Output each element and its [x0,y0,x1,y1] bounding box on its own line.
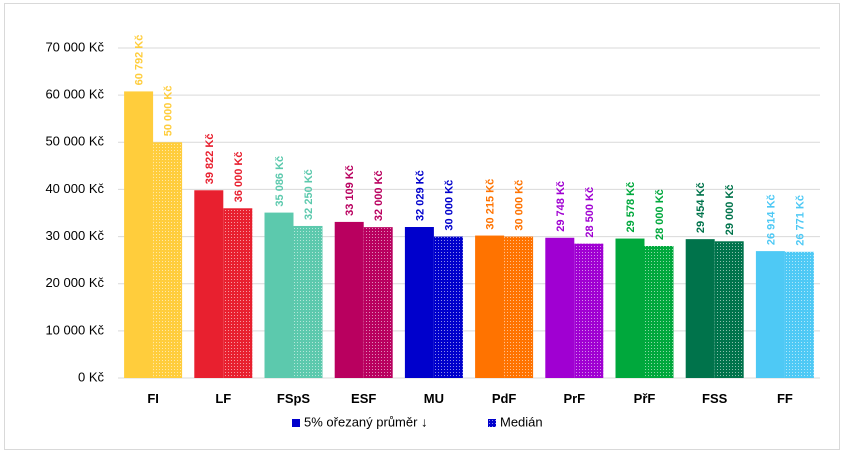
bar-trimmed-mean [404,227,434,378]
bar-trimmed-mean [194,190,224,378]
x-tick-label: FI [147,391,159,406]
data-label-median: 36 000 Kč [233,152,245,203]
bar-median-pattern [644,246,674,378]
y-tick-label: 70 000 Kč [45,39,104,54]
x-tick-label: PrF [563,391,585,406]
data-label-median: 50 000 Kč [163,86,175,137]
data-label-trimmed-mean: 29 748 Kč [555,181,567,232]
data-label-median: 29 000 Kč [724,185,736,236]
legend-swatch-median-pattern [488,419,496,427]
data-label-median: 26 771 Kč [794,195,806,246]
bar-median-pattern [293,225,323,378]
bar-median-pattern [223,208,253,378]
data-label-trimmed-mean: 39 822 Kč [204,134,216,185]
x-tick-label: LF [215,391,231,406]
data-label-median: 32 250 Kč [303,169,315,220]
bar-trimmed-mean [615,238,645,378]
x-axis: FI LF FSpS ESF MU PdF PrF PřF FSS FF [147,391,793,406]
y-tick-label: 50 000 Kč [45,134,104,149]
data-label-trimmed-mean: 26 914 Kč [765,194,777,245]
y-tick-label: 40 000 Kč [45,181,104,196]
x-tick-label: PřF [634,391,656,406]
bar-median-pattern [504,236,534,378]
bar-median-pattern [574,243,604,378]
y-tick-label: 30 000 Kč [45,228,104,243]
legend: 5% ořezaný průměr ↓ Medián [292,414,543,429]
data-label-median: 28 500 Kč [584,187,596,238]
data-labels: 60 792 Kč 50 000 Kč 39 822 Kč 36 000 Kč 35 0… [134,35,807,246]
legend-swatch-trimmed-mean [292,419,300,427]
legend-label-trimmed-mean: 5% ořezaný průměr ↓ [304,414,428,429]
data-label-median: 30 000 Kč [514,180,526,231]
y-tick-label: 10 000 Kč [45,322,104,337]
data-label-trimmed-mean: 60 792 Kč [134,35,146,86]
bar-median-pattern [363,227,393,378]
bar-median-pattern [153,142,183,378]
bar-trimmed-mean [755,251,785,378]
data-label-trimmed-mean: 30 215 Kč [485,179,497,230]
x-tick-label: MU [424,391,444,406]
bar-median-pattern [433,236,463,378]
data-label-trimmed-mean: 33 109 Kč [344,165,356,216]
bars [124,91,814,378]
bar-trimmed-mean [124,91,154,378]
x-tick-label: FF [777,391,793,406]
data-label-median: 30 000 Kč [443,180,455,231]
bar-trimmed-mean [475,235,505,378]
bar-median-pattern [784,251,814,378]
data-label-median: 32 000 Kč [373,170,385,221]
data-label-median: 28 000 Kč [654,189,666,240]
legend-label-median: Medián [500,414,543,429]
data-label-trimmed-mean: 29 454 Kč [695,182,707,233]
y-tick-label: 60 000 Kč [45,87,104,102]
x-tick-label: ESF [351,391,376,406]
bar-trimmed-mean [264,212,294,378]
data-label-trimmed-mean: 29 578 Kč [625,182,637,233]
y-tick-label: 20 000 Kč [45,275,104,290]
bar-trimmed-mean [545,237,575,378]
bar-trimmed-mean [334,221,364,378]
data-label-trimmed-mean: 32 029 Kč [414,170,426,221]
bar-trimmed-mean [685,239,715,378]
data-label-trimmed-mean: 35 086 Kč [274,156,286,207]
x-tick-label: FSpS [277,391,311,406]
x-tick-label: FSS [702,391,728,406]
bar-median-pattern [714,241,744,378]
y-tick-label: 0 Kč [78,369,105,384]
x-tick-label: PdF [492,391,517,406]
y-axis: 0 Kč 10 000 Kč 20 000 Kč 30 000 Kč 40 000 Kč… [45,39,104,384]
